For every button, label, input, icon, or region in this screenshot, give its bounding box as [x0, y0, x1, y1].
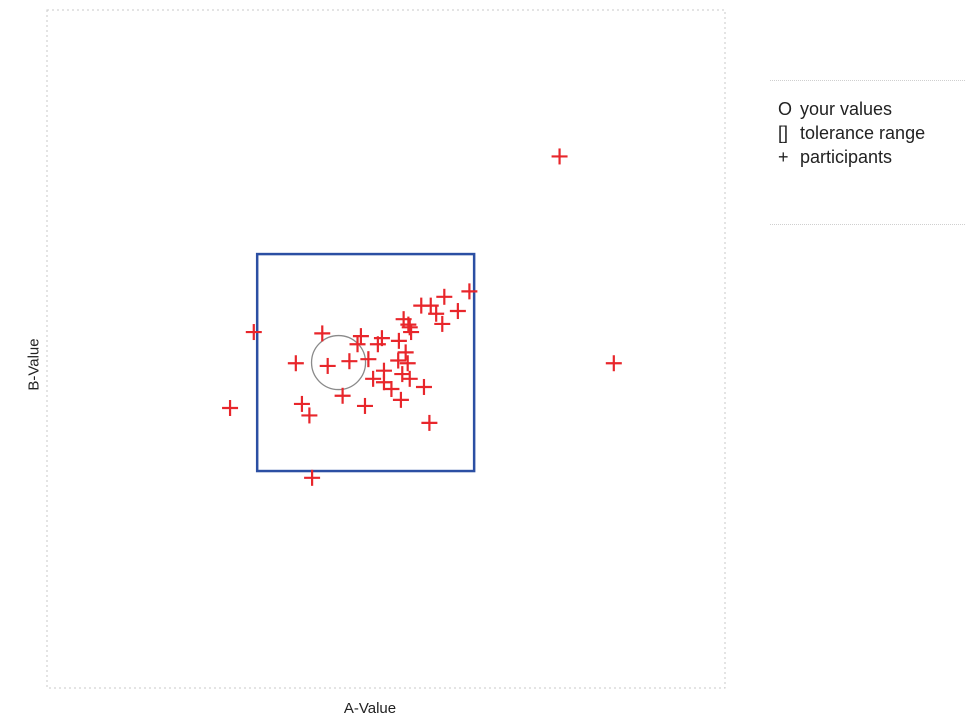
participant-point	[222, 399, 239, 416]
participant-point	[373, 330, 390, 347]
participant-point	[399, 355, 416, 372]
participant-point	[461, 283, 478, 300]
participant-point	[551, 148, 568, 165]
participant-point	[287, 355, 304, 372]
plot-frame	[46, 9, 726, 689]
participant-point	[400, 316, 417, 333]
participant-point	[245, 324, 262, 341]
legend-symbol-participants: +	[778, 147, 789, 167]
legend-label-tolerance-range: tolerance range	[800, 123, 926, 143]
participant-point	[390, 332, 407, 349]
participant-point	[605, 355, 622, 372]
legend-symbol-your-values: O	[778, 99, 793, 119]
y-axis-label: B-Value	[25, 338, 43, 391]
participant-point	[436, 288, 453, 305]
participant-point	[383, 381, 400, 398]
legend-bottom-rule	[770, 224, 965, 225]
x-axis-label: A-Value	[343, 700, 397, 717]
participant-point	[293, 395, 310, 412]
legend-label-your-values: your values	[800, 99, 893, 119]
participant-point	[415, 378, 432, 395]
participant-point	[434, 315, 451, 332]
participant-point	[365, 370, 382, 387]
participant-point	[401, 319, 418, 336]
participant-point	[356, 397, 373, 414]
participant-point	[397, 344, 414, 361]
participant-point	[375, 374, 392, 391]
participant-point	[422, 297, 439, 314]
participant-point	[314, 325, 331, 342]
participant-point	[341, 353, 358, 370]
participant-point	[304, 469, 321, 486]
participant-point	[390, 352, 407, 369]
legend-item-tolerance-range: [] tolerance range	[778, 122, 925, 144]
participant-point	[428, 305, 445, 322]
participant-point	[319, 357, 336, 374]
participant-point	[301, 407, 318, 424]
participant-point	[334, 387, 351, 404]
participant-point	[349, 336, 366, 353]
participant-point	[360, 351, 377, 368]
legend-item-participants: + participants	[778, 146, 892, 168]
legend-symbol-tolerance-range: []	[778, 123, 789, 143]
tolerance-range-box	[255, 252, 476, 473]
participant-point	[392, 391, 409, 408]
your-values-marker	[310, 334, 367, 391]
participant-point	[449, 303, 466, 320]
participant-point	[401, 370, 418, 387]
participant-point	[421, 414, 438, 431]
participant-point	[352, 328, 369, 345]
legend-label-participants: participants	[800, 147, 893, 167]
legend-top-rule	[770, 80, 965, 81]
